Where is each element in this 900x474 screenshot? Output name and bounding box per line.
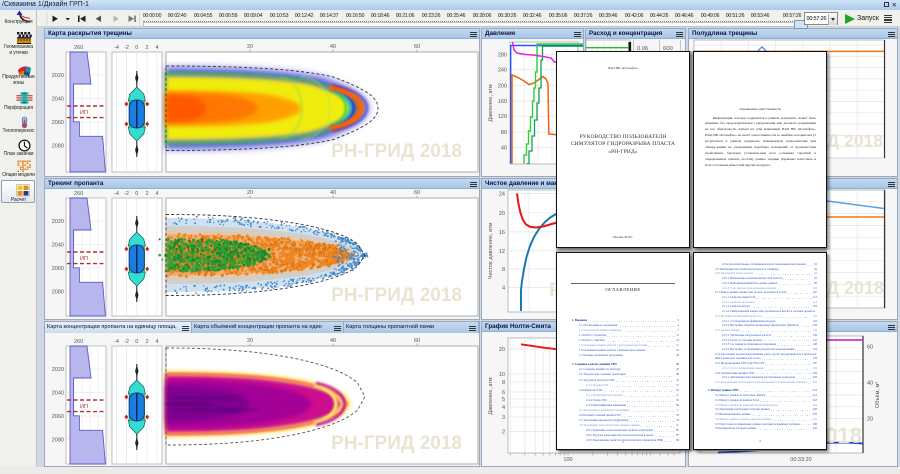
svg-text:2040: 2040: [52, 97, 64, 103]
svg-text:260: 260: [74, 339, 83, 345]
svg-text:40: 40: [330, 44, 336, 50]
svg-text:0.06: 0.06: [637, 46, 648, 52]
svg-text:2: 2: [145, 339, 148, 345]
svg-text:60: 60: [414, 190, 420, 196]
svg-text:160: 160: [498, 99, 507, 105]
svg-text:2020: 2020: [52, 73, 64, 79]
svg-text:0: 0: [135, 45, 138, 51]
svg-text:8: 8: [502, 380, 505, 386]
svg-text:2: 2: [145, 191, 148, 197]
svg-text:Давление, атм: Давление, атм: [488, 377, 494, 415]
svg-text:Объём, м³: Объём, м³: [875, 382, 881, 408]
svg-text:-2: -2: [124, 339, 129, 345]
svg-text:-4: -4: [114, 45, 119, 51]
svg-text:-2: -2: [124, 45, 129, 51]
svg-text:2040: 2040: [52, 391, 64, 397]
svg-text:Чистое давление, атм: Чистое давление, атм: [488, 223, 494, 280]
svg-text:2020: 2020: [52, 367, 64, 373]
svg-text:ИП: ИП: [80, 110, 88, 116]
svg-text:0: 0: [135, 339, 138, 345]
svg-text:Давление, атм: Давление, атм: [488, 84, 494, 122]
svg-text:80: 80: [501, 130, 507, 136]
svg-text:20: 20: [867, 417, 873, 423]
svg-text:2060: 2060: [52, 120, 64, 126]
svg-text:60: 60: [414, 44, 420, 50]
svg-text:2040: 2040: [52, 243, 64, 249]
svg-text:600: 600: [663, 46, 673, 52]
svg-text:260: 260: [74, 191, 83, 197]
svg-text:2: 2: [502, 430, 505, 436]
svg-text:РН-ГРИД 2018: РН-ГРИД 2018: [331, 433, 462, 454]
svg-text:00:33:20: 00:33:20: [790, 457, 811, 463]
svg-text:260: 260: [74, 45, 83, 51]
svg-text:2080: 2080: [52, 438, 64, 444]
svg-text:0: 0: [135, 191, 138, 197]
svg-text:-4: -4: [114, 339, 119, 345]
svg-text:40: 40: [867, 381, 873, 387]
svg-text:2020: 2020: [52, 219, 64, 225]
svg-text:10: 10: [499, 372, 505, 378]
svg-text:20: 20: [499, 211, 505, 217]
svg-text:24: 24: [499, 192, 505, 198]
svg-text:20: 20: [247, 338, 253, 344]
svg-text:60: 60: [867, 345, 873, 351]
svg-text:5: 5: [502, 397, 505, 403]
svg-text:2: 2: [145, 45, 148, 51]
svg-text:2060: 2060: [52, 414, 64, 420]
svg-text:2080: 2080: [52, 290, 64, 296]
svg-text:12: 12: [499, 249, 505, 255]
svg-text:ИП: ИП: [80, 404, 88, 410]
svg-text:6: 6: [502, 390, 505, 396]
svg-text:ИП: ИП: [80, 256, 88, 262]
svg-text:4: 4: [155, 191, 158, 197]
svg-text:20: 20: [247, 190, 253, 196]
svg-text:20: 20: [247, 44, 253, 50]
svg-text:20: 20: [499, 347, 505, 353]
svg-text:40: 40: [330, 190, 336, 196]
svg-text:40: 40: [501, 145, 507, 151]
svg-text:3: 3: [502, 415, 505, 421]
svg-text:-4: -4: [114, 191, 119, 197]
svg-text:240: 240: [498, 68, 507, 74]
svg-text:8: 8: [502, 267, 505, 273]
svg-text:4: 4: [155, 339, 158, 345]
svg-text:РН-ГРИД 2018: РН-ГРИД 2018: [331, 141, 462, 162]
svg-text:280: 280: [498, 52, 507, 58]
svg-text:120: 120: [498, 114, 507, 120]
svg-text:РН-ГРИД 2018: РН-ГРИД 2018: [331, 285, 462, 306]
svg-text:-2: -2: [124, 191, 129, 197]
svg-text:4: 4: [502, 286, 505, 292]
svg-text:16: 16: [499, 230, 505, 236]
svg-text:2080: 2080: [52, 144, 64, 150]
svg-text:40: 40: [330, 338, 336, 344]
svg-text:4: 4: [155, 45, 158, 51]
svg-text:200: 200: [498, 84, 507, 90]
svg-text:100: 100: [563, 457, 572, 463]
svg-text:60: 60: [414, 338, 420, 344]
svg-text:2060: 2060: [52, 266, 64, 272]
svg-text:4: 4: [502, 405, 505, 411]
